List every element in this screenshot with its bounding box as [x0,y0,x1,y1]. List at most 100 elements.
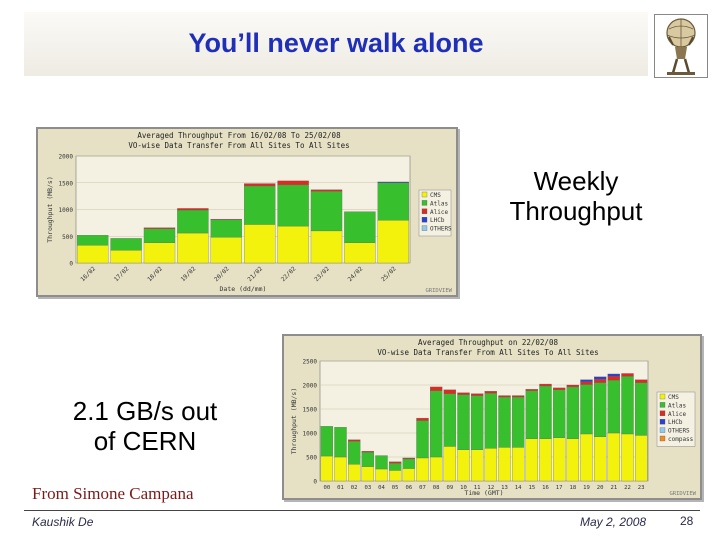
bar-segment-cms [348,464,361,482]
bar-segment-atlas [443,393,456,447]
x-tick-label: 18 [569,485,576,491]
legend-label: CMS [430,192,441,199]
bar-segment-atlas [566,386,579,439]
x-tick-label: 16/02 [79,265,97,283]
bar-segment-alice [389,461,402,464]
y-tick-label: 1000 [59,207,74,214]
bar-segment-atlas [430,390,443,458]
legend-label: LHCb [668,419,683,426]
bar-segment-cms [443,446,456,482]
bar-segment-cms [402,468,415,482]
bar-segment-atlas [471,395,484,450]
bar-segment-cms [498,447,511,482]
x-tick-label: 07 [419,485,426,491]
bar-segment-atlas [310,191,343,232]
legend-swatch [659,435,666,442]
x-tick-label: 17 [556,485,563,491]
x-tick-label: 02 [351,485,358,491]
x-tick-label: 10 [460,485,467,491]
x-tick-label: 08 [433,485,440,491]
title-band: You’ll never walk alone [24,12,648,76]
legend-swatch [421,217,428,223]
x-tick-label: 05 [392,485,399,491]
weekly-throughput-chart: Averaged Throughput From 16/02/08 To 25/… [46,131,453,294]
bar-segment-atlas [416,420,429,459]
bar-segment-alice [580,381,593,385]
bar-segment-lhcb [594,376,607,380]
source-credit: From Simone Campana [32,484,194,503]
bar-segment-alice [443,389,456,394]
bar-segment-alice [310,189,343,192]
bar-segment-lhcb [377,181,409,183]
bar-segment-cms [334,456,347,482]
bar-segment-atlas [377,182,409,221]
bar-segment-cms [361,466,374,482]
bar-segment-alice [512,395,525,398]
gridview-watermark: GRIDVIEW [426,288,453,294]
bar-segment-alice [635,379,648,383]
bar-segment-cms [553,437,566,482]
bar-segment-cms [375,468,388,482]
legend-label: LHCb [430,217,445,224]
bar-segment-lhcb [607,373,620,377]
bar-segment-atlas [635,382,648,436]
bar-segment-cms [377,220,409,264]
x-tick-label: 03 [364,485,371,491]
legend-label: OTHERS [668,428,690,435]
bar-segment-atlas [512,396,525,448]
bar-segment-atlas [210,219,242,238]
legend-label: Atlas [668,402,686,409]
bar-segment-cms [525,438,538,482]
bar-segment-cms [580,433,593,482]
x-tick-label: 06 [405,485,412,491]
bar-segment-atlas [344,211,376,243]
daily-chart-panel: Averaged Throughput on 22/02/08 VO-wise D… [282,334,702,500]
bar-segment-cms [457,449,470,482]
atlas-logo [654,14,708,78]
bar-segment-atlas [539,385,552,439]
weekly-label-line1: Weekly [533,166,619,196]
x-tick-label: 09 [446,485,453,491]
bar-segment-alice [210,218,242,220]
x-tick-label: 16 [542,485,549,491]
x-tick-label: 23 [638,485,645,491]
x-tick-label: 04 [378,485,385,491]
x-tick-label: 17/02 [113,265,131,283]
x-tick-label: 25/02 [380,265,398,283]
bar-segment-cms [416,457,429,482]
bar-segment-atlas [77,235,109,246]
x-tick-label: 19/02 [180,265,198,283]
bar-segment-cms [210,237,242,264]
bar-segment-atlas [244,185,276,225]
legend-swatch [421,208,428,214]
bar-segment-alice [143,227,176,229]
x-axis-label: Date (dd/mm) [220,285,267,293]
x-tick-label: 19 [583,485,590,491]
footer-date: May 2, 2008 [580,515,647,529]
y-tick-label: 2000 [59,154,74,161]
bar-segment-alice [525,389,538,391]
legend-label: Alice [668,411,686,418]
legend-swatch [659,419,666,425]
bar-segment-cms [143,242,176,264]
weekly-label: Weekly Throughput [486,166,666,226]
legend-label: CMS [668,394,679,401]
x-tick-label: 23/02 [313,265,331,283]
legend-swatch [659,402,666,408]
legend-swatch [421,225,428,231]
bar-segment-atlas [320,426,333,457]
legend-label: compass [668,436,694,443]
x-tick-label: 20 [597,485,604,491]
bar-segment-cms [177,232,209,264]
legend-swatch [659,410,666,416]
bar-segment-alice [177,208,209,211]
x-axis-label: Time (GMT) [464,489,503,497]
bar-segment-alice [348,439,361,442]
bar-segment-atlas [498,396,511,448]
footer-author: Kaushik De [32,515,94,529]
x-tick-label: 01 [337,485,344,491]
y-axis-label: Throughput (MB/s) [290,388,298,455]
bar-segment-lhcb [580,379,593,382]
gridview-watermark: GRIDVIEW [670,491,697,497]
